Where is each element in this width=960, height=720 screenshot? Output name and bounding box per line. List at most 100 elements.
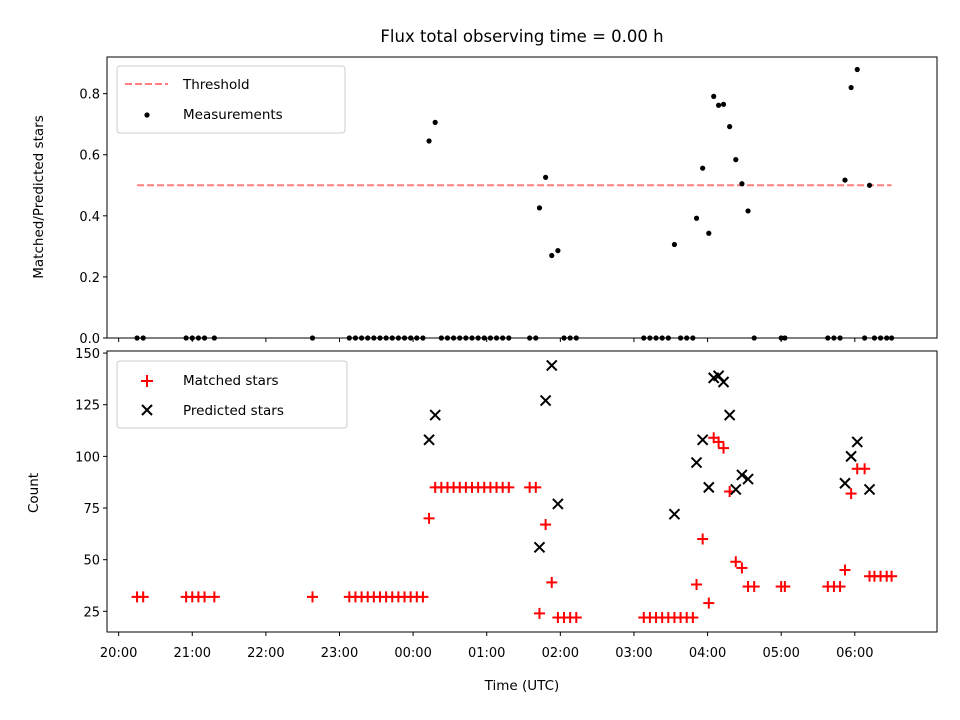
measurement-point (555, 248, 561, 254)
measurement-point (561, 335, 567, 341)
measurement-point (684, 335, 690, 341)
measurement-point (475, 335, 481, 341)
x-tick-label: 01:00 (468, 646, 505, 661)
top-y-tick-label: 0.8 (79, 88, 100, 103)
predicted-star-point (845, 450, 857, 463)
measurement-point (536, 205, 543, 211)
measurement-point (481, 335, 487, 341)
matched-star-point (703, 597, 715, 609)
bottom-y-tick-label: 50 (83, 554, 100, 569)
measurement-point (500, 335, 506, 341)
top-y-axis-label: Matched/Predicted stars (31, 115, 47, 278)
x-tick-label: 02:00 (542, 646, 579, 661)
measurement-point (866, 182, 873, 188)
measurement-point (134, 335, 140, 341)
x-tick-label: 21:00 (174, 646, 211, 661)
measurement-point (745, 208, 751, 214)
top-plot-area: 0.0 0.2 0.4 0.6 0.8 (79, 56, 938, 347)
measurement-point (401, 335, 408, 341)
measurement-point (195, 335, 202, 341)
top-legend (116, 65, 346, 134)
bottom-legend (116, 360, 348, 429)
matched-star-point (691, 578, 703, 590)
predicted-star-point (546, 359, 558, 372)
measurement-point (877, 335, 884, 341)
measurement-point (457, 335, 463, 341)
predicted-star-point (552, 498, 564, 510)
bottom-plot-area: 20:00 21:00 22:00 23:00 00:00 01:00 02:00 03:00… (75, 347, 938, 661)
measurement-point (211, 335, 217, 341)
measurement-point (854, 66, 860, 73)
measurement-point (733, 157, 739, 163)
measurement-point (549, 252, 555, 259)
bottom-y-tick-label: 75 (83, 502, 100, 517)
measurement-point (493, 335, 500, 341)
legend-measurements-label: Measurements (183, 107, 283, 123)
measurement-point (665, 335, 671, 341)
matched-star-point (687, 612, 699, 624)
matched-star-point (546, 576, 558, 588)
bottom-y-tick-label: 125 (75, 399, 100, 414)
measurement-point (377, 335, 383, 341)
matched-star-point (530, 481, 542, 493)
measurement-point (573, 335, 579, 341)
measurement-point (711, 93, 717, 100)
matched-star-point (423, 512, 435, 524)
predicted-star-point (839, 477, 851, 489)
predicted-star-point (429, 409, 441, 421)
legend-matched-label: Matched stars (183, 373, 279, 389)
measurement-point (463, 335, 469, 341)
matched-star-point (540, 519, 552, 531)
x-tick-label: 22:00 (247, 646, 284, 661)
x-tick-label: 06:00 (836, 646, 873, 661)
predicted-star-point (696, 434, 709, 446)
matched-star-point (736, 562, 748, 574)
measurement-point (751, 335, 757, 341)
measurement-point (189, 335, 195, 341)
measurement-point (358, 335, 365, 341)
measurement-point (365, 335, 371, 341)
measurement-point (309, 335, 316, 341)
measurement-point (201, 335, 208, 341)
top-y-tick-label: 0.0 (79, 332, 100, 347)
measurement-point (543, 174, 549, 180)
measurement-point (837, 335, 843, 341)
matched-star-point (417, 591, 429, 603)
measurement-point (487, 335, 494, 341)
measurement-point (720, 101, 727, 107)
x-tick-label: 05:00 (762, 646, 799, 661)
top-y-tick-label: 0.6 (79, 149, 100, 164)
measurement-point (706, 230, 712, 236)
x-tick-label: 20:00 (100, 646, 137, 661)
measurement-point (831, 335, 837, 341)
measurement-point (671, 241, 678, 248)
predicted-star-point (668, 508, 681, 520)
matched-star-point (748, 581, 760, 593)
matched-star-point (697, 533, 709, 545)
predicted-star-point (533, 541, 546, 553)
x-tick-label: 03:00 (615, 646, 652, 661)
measurement-point (690, 335, 696, 341)
predicted-star-point (539, 394, 552, 407)
predicted-star-point (742, 473, 754, 485)
matched-star-point (718, 442, 730, 454)
measurement-point (533, 335, 539, 341)
predicted-star-point (423, 434, 435, 446)
measurement-point (659, 335, 665, 341)
matched-star-point (834, 581, 846, 593)
measurement-point (739, 181, 745, 187)
x-tick-label: 23:00 (321, 646, 358, 661)
predicted-star-point (730, 483, 742, 496)
measurement-point (183, 335, 189, 341)
measurement-point (451, 335, 457, 341)
measurement-point (825, 335, 831, 341)
top-chart-title: Flux total observing time = 0.00 h (380, 27, 663, 46)
measurement-point (506, 335, 512, 341)
measurement-point (693, 215, 700, 221)
top-axes-frame (106, 56, 938, 339)
matched-star-point (886, 570, 898, 582)
predicted-star-point (863, 483, 876, 496)
measurement-point (408, 335, 414, 341)
measurement-point (438, 335, 444, 341)
